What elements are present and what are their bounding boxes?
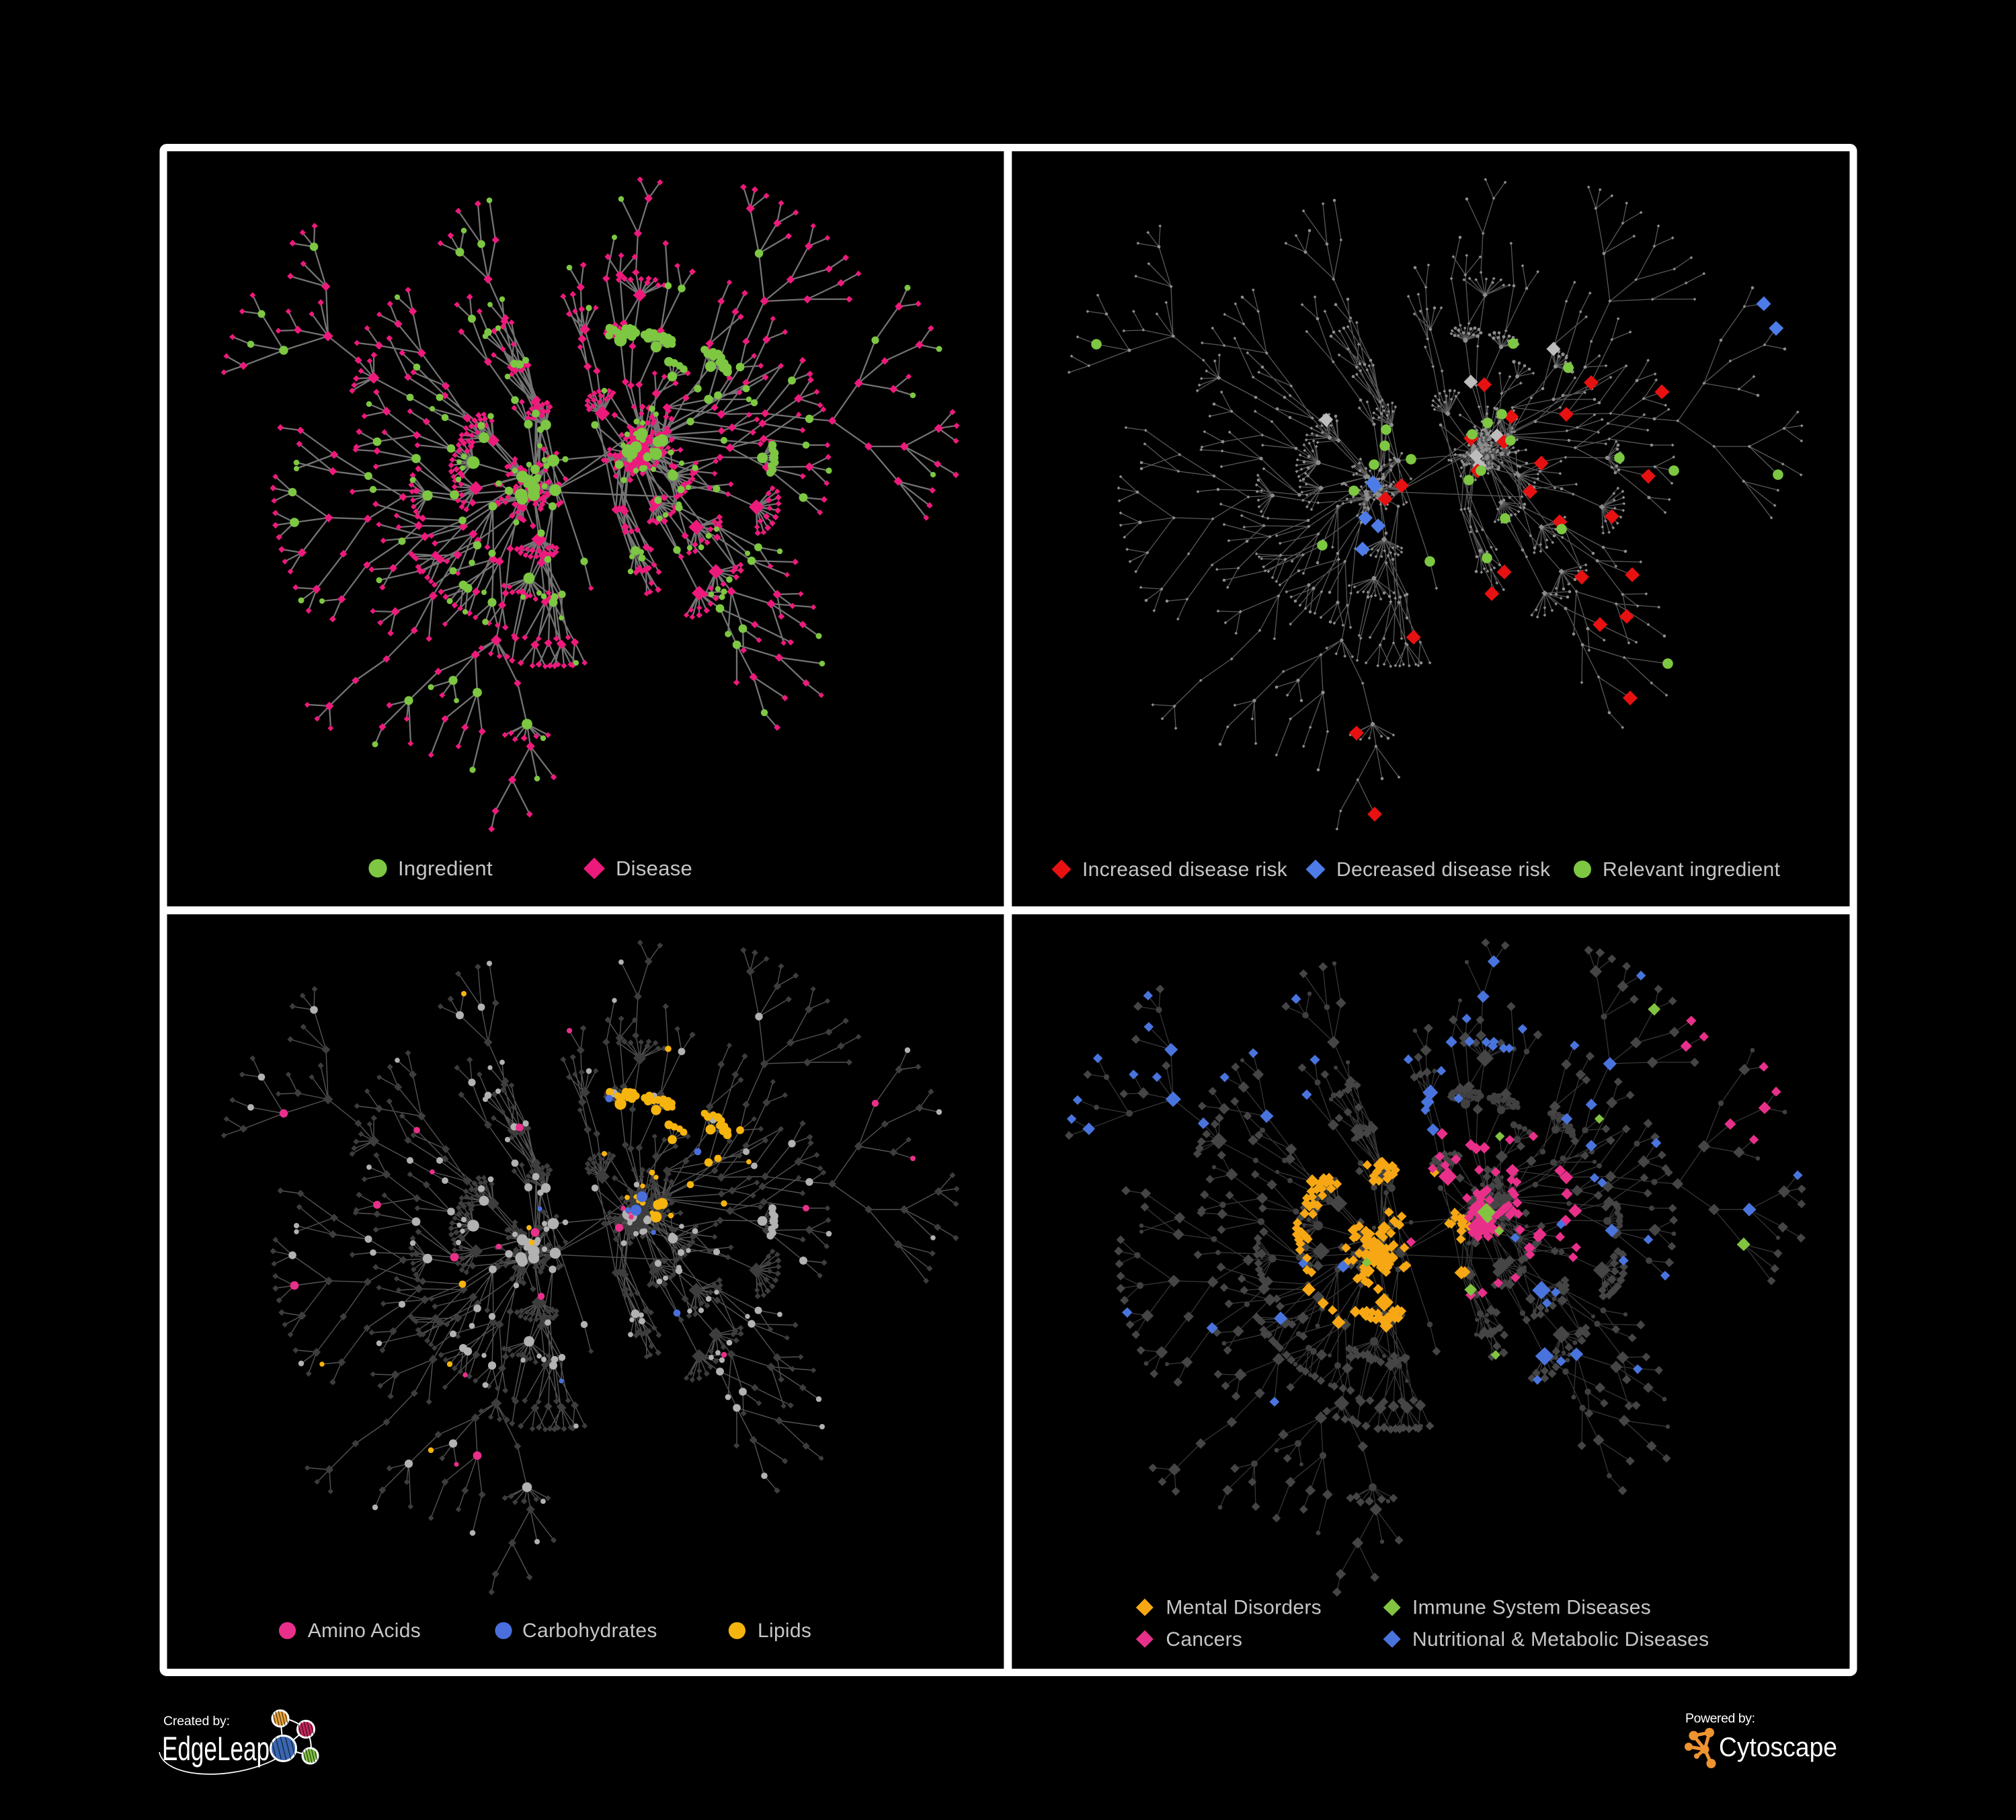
svg-text:Relevant ingredient: Relevant ingredient <box>1603 859 1781 881</box>
svg-text:Disease: Disease <box>616 857 692 880</box>
svg-text:Mental Disorders: Mental Disorders <box>1166 1597 1322 1619</box>
svg-text:Immune System Diseases: Immune System Diseases <box>1412 1597 1651 1619</box>
svg-text:EdgeLeap: EdgeLeap <box>162 1730 270 1768</box>
svg-text:Ingredient: Ingredient <box>398 857 493 880</box>
svg-text:Powered by:: Powered by: <box>1685 1711 1755 1726</box>
svg-text:Amino Acids: Amino Acids <box>308 1620 421 1642</box>
svg-text:Decreased disease risk: Decreased disease risk <box>1336 859 1551 881</box>
svg-text:Increased disease risk: Increased disease risk <box>1082 859 1288 881</box>
svg-text:Cytoscape: Cytoscape <box>1719 1733 1837 1762</box>
svg-text:Nutritional & Metabolic Diseas: Nutritional & Metabolic Diseases <box>1412 1628 1709 1651</box>
svg-text:Lipids: Lipids <box>758 1620 811 1642</box>
svg-text:Created by:: Created by: <box>163 1714 230 1729</box>
svg-text:Cancers: Cancers <box>1166 1628 1242 1651</box>
svg-text:Carbohydrates: Carbohydrates <box>522 1620 657 1642</box>
